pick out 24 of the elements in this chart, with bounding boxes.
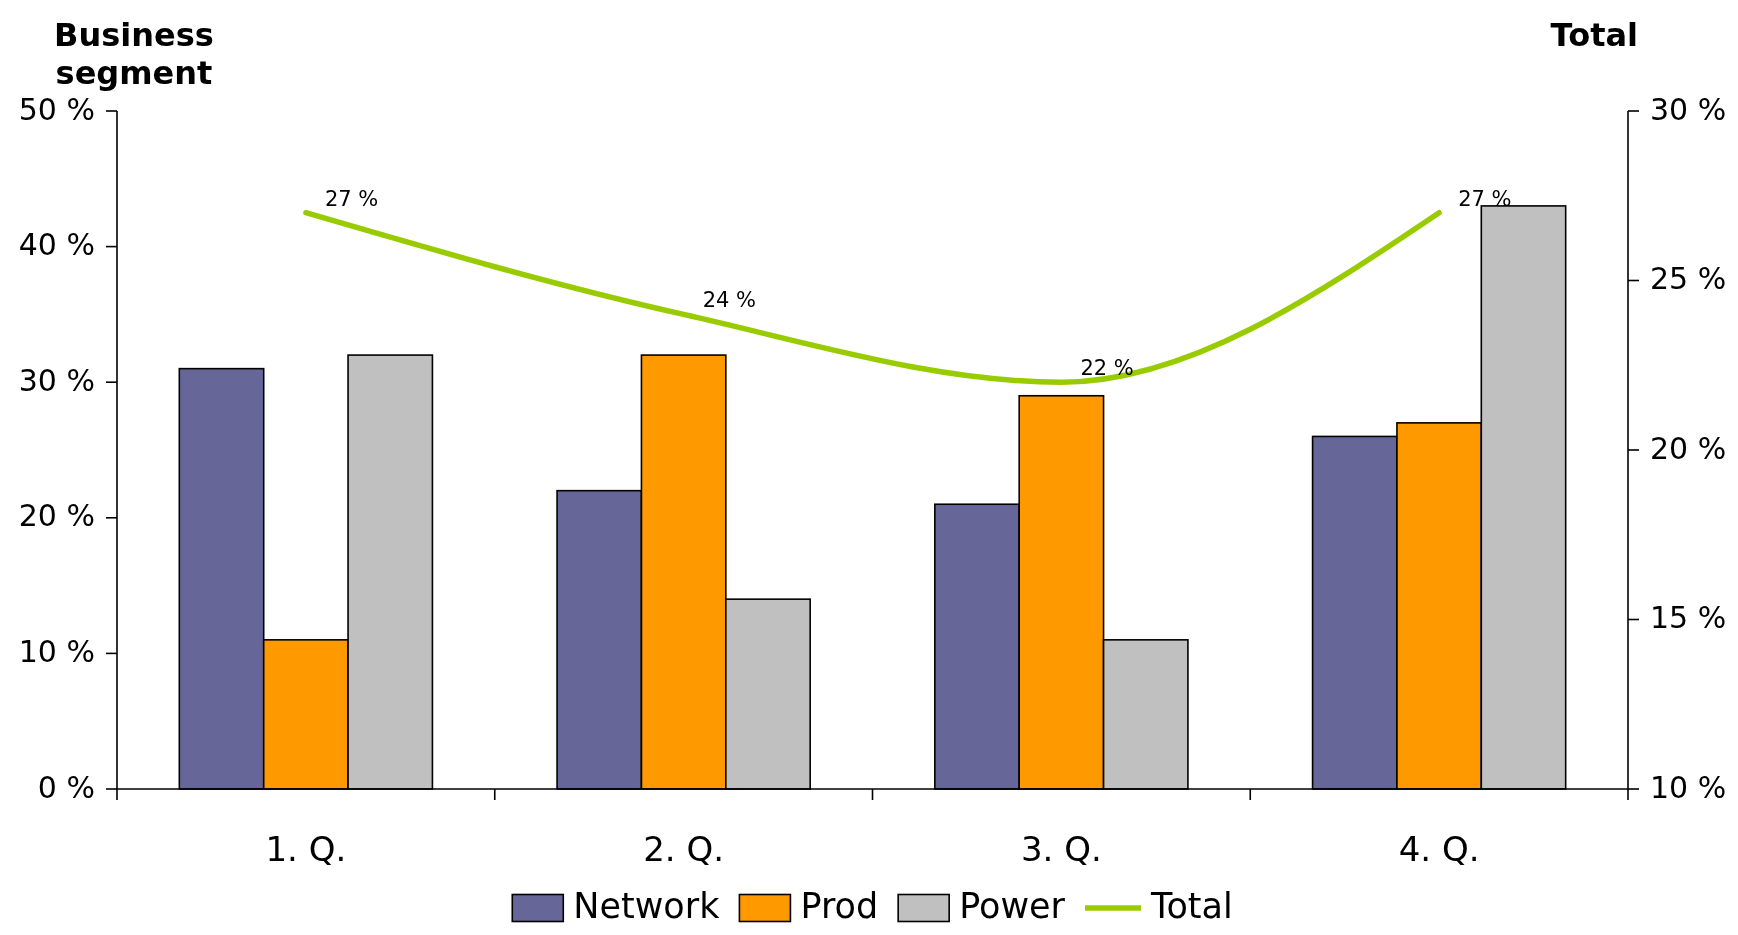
y-tick-label: 10 %	[18, 633, 95, 669]
y-axis-title: Business segment	[54, 16, 214, 92]
legend-label: Power	[959, 886, 1066, 926]
data-label: 27 %	[1458, 186, 1512, 211]
data-label: 24 %	[702, 288, 756, 313]
legend-label: Total	[1149, 886, 1233, 926]
y2-axis-title: Total	[1550, 16, 1638, 54]
x-tick-label: 2. Q.	[643, 829, 725, 869]
data-label: 27 %	[324, 186, 379, 211]
legend-label: Prod	[800, 886, 879, 926]
y-tick-label: 20 %	[18, 498, 95, 534]
x-tick-label: 4. Q.	[1398, 829, 1480, 869]
y-tick-label: 0 %	[37, 769, 95, 805]
y2-tick-label: 15 %	[1650, 600, 1727, 635]
y2-tick-label: 30 %	[1650, 91, 1727, 127]
x-tick-label: 3. Q.	[1020, 829, 1102, 869]
y2-tick-label: 20 %	[1650, 430, 1727, 466]
x-tick-label: 1. Q.	[265, 829, 347, 869]
legend-label: Network	[573, 886, 721, 926]
y-tick-label: 50 %	[18, 91, 95, 127]
y-tick-label: 30 %	[18, 362, 95, 398]
y-tick-label: 40 %	[18, 227, 95, 263]
y2-tick-label: 10 %	[1650, 769, 1727, 805]
y2-tick-label: 25 %	[1650, 261, 1727, 296]
